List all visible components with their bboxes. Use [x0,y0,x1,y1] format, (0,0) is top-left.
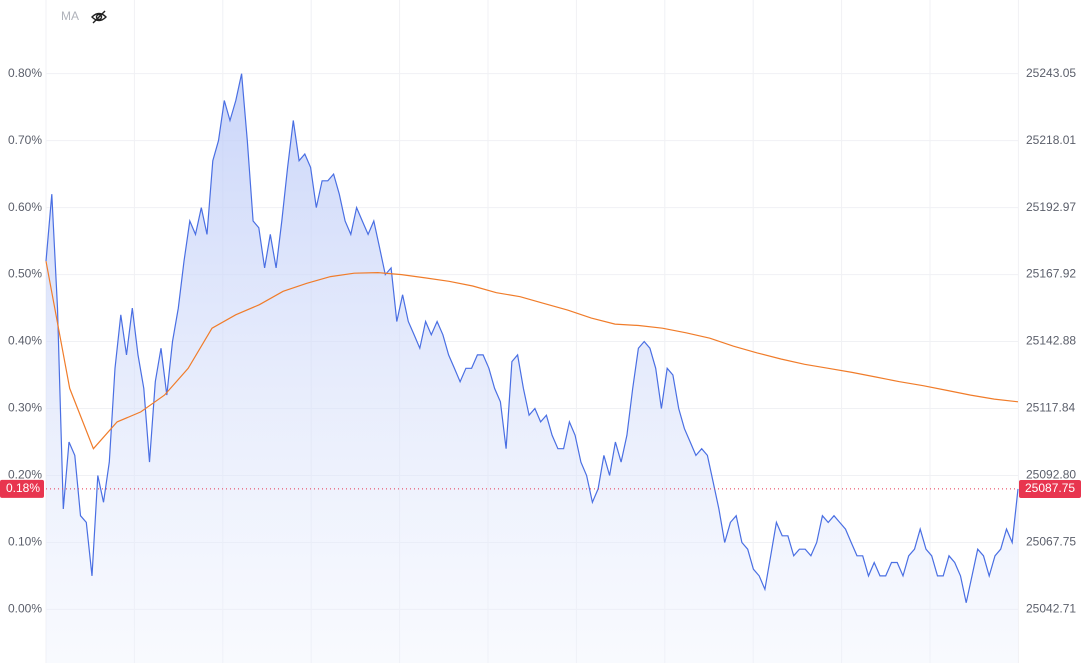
y2-tick-label: 25192.97 [1026,200,1076,214]
y2-tick-label: 25117.84 [1026,401,1075,415]
y-tick-label: 0.60% [8,200,42,214]
y2-tick-label: 25142.88 [1026,334,1076,348]
area [46,73,1018,663]
line [45,261,1019,450]
y2-tick-label: 25067.75 [1026,535,1076,549]
y-tick-label: 0.80% [8,66,42,80]
y-tick-label: 0.50% [8,267,42,281]
last-value-badge [0,479,44,498]
y2-tick-label: 25042.71 [1026,602,1076,616]
y-tick-label: 0.20% [8,468,42,482]
last-value-y2-badge [1019,479,1081,498]
y2-tick-label: 25167.92 [1026,267,1076,281]
visibility-icon[interactable] [91,10,107,24]
last-value-label: 0.18% [6,481,40,495]
indicator-label[interactable]: MA [61,9,79,23]
line [45,73,1019,603]
y-tick-label: 0.40% [8,334,42,348]
y-tick-label: 0.00% [8,602,42,616]
last-value-y2-label: 25087.75 [1025,481,1075,495]
y-tick-label: 0.10% [8,535,42,549]
y2-tick-label: 25092.80 [1026,468,1076,482]
y-tick-label: 0.30% [8,401,42,415]
y2-tick-label: 25218.01 [1026,133,1076,147]
y-tick-label: 0.70% [8,133,42,147]
y2-tick-label: 25243.05 [1026,66,1076,80]
